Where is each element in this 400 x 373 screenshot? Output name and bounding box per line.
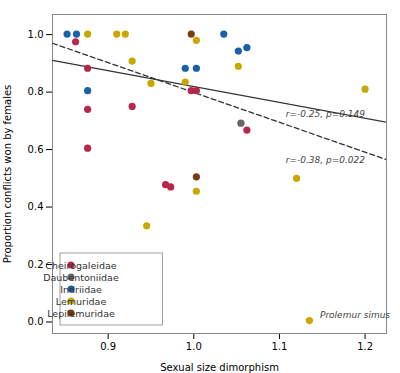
svg-text:Prolemur simus: Prolemur simus xyxy=(320,310,390,320)
svg-text:Indriidae: Indriidae xyxy=(60,284,102,295)
svg-text:Sexual size dimorphism: Sexual size dimorphism xyxy=(160,362,279,373)
svg-text:Cheirogaleidae: Cheirogaleidae xyxy=(45,260,116,271)
svg-text:Daubentoniidae: Daubentoniidae xyxy=(43,272,119,283)
svg-text:1.2: 1.2 xyxy=(357,341,373,352)
svg-text:0.8: 0.8 xyxy=(28,86,44,97)
svg-text:1.1: 1.1 xyxy=(271,341,287,352)
svg-text:0.9: 0.9 xyxy=(100,341,116,352)
svg-text:1.0: 1.0 xyxy=(186,341,202,352)
svg-text:Lepilemuridae: Lepilemuridae xyxy=(47,308,115,319)
svg-text:0.6: 0.6 xyxy=(28,144,44,155)
svg-text:0.2: 0.2 xyxy=(28,259,44,270)
svg-text:r=-0.38, p=0.022: r=-0.38, p=0.022 xyxy=(286,155,366,165)
svg-text:Lemuridae: Lemuridae xyxy=(56,296,107,307)
svg-text:0.0: 0.0 xyxy=(28,316,44,327)
svg-text:0.4: 0.4 xyxy=(28,201,44,212)
svg-text:1.0: 1.0 xyxy=(28,29,44,40)
svg-text:Proportion conflicts won by fe: Proportion conflicts won by females xyxy=(2,85,13,264)
svg-text:r=-0.25, p=0.149: r=-0.25, p=0.149 xyxy=(286,109,366,119)
